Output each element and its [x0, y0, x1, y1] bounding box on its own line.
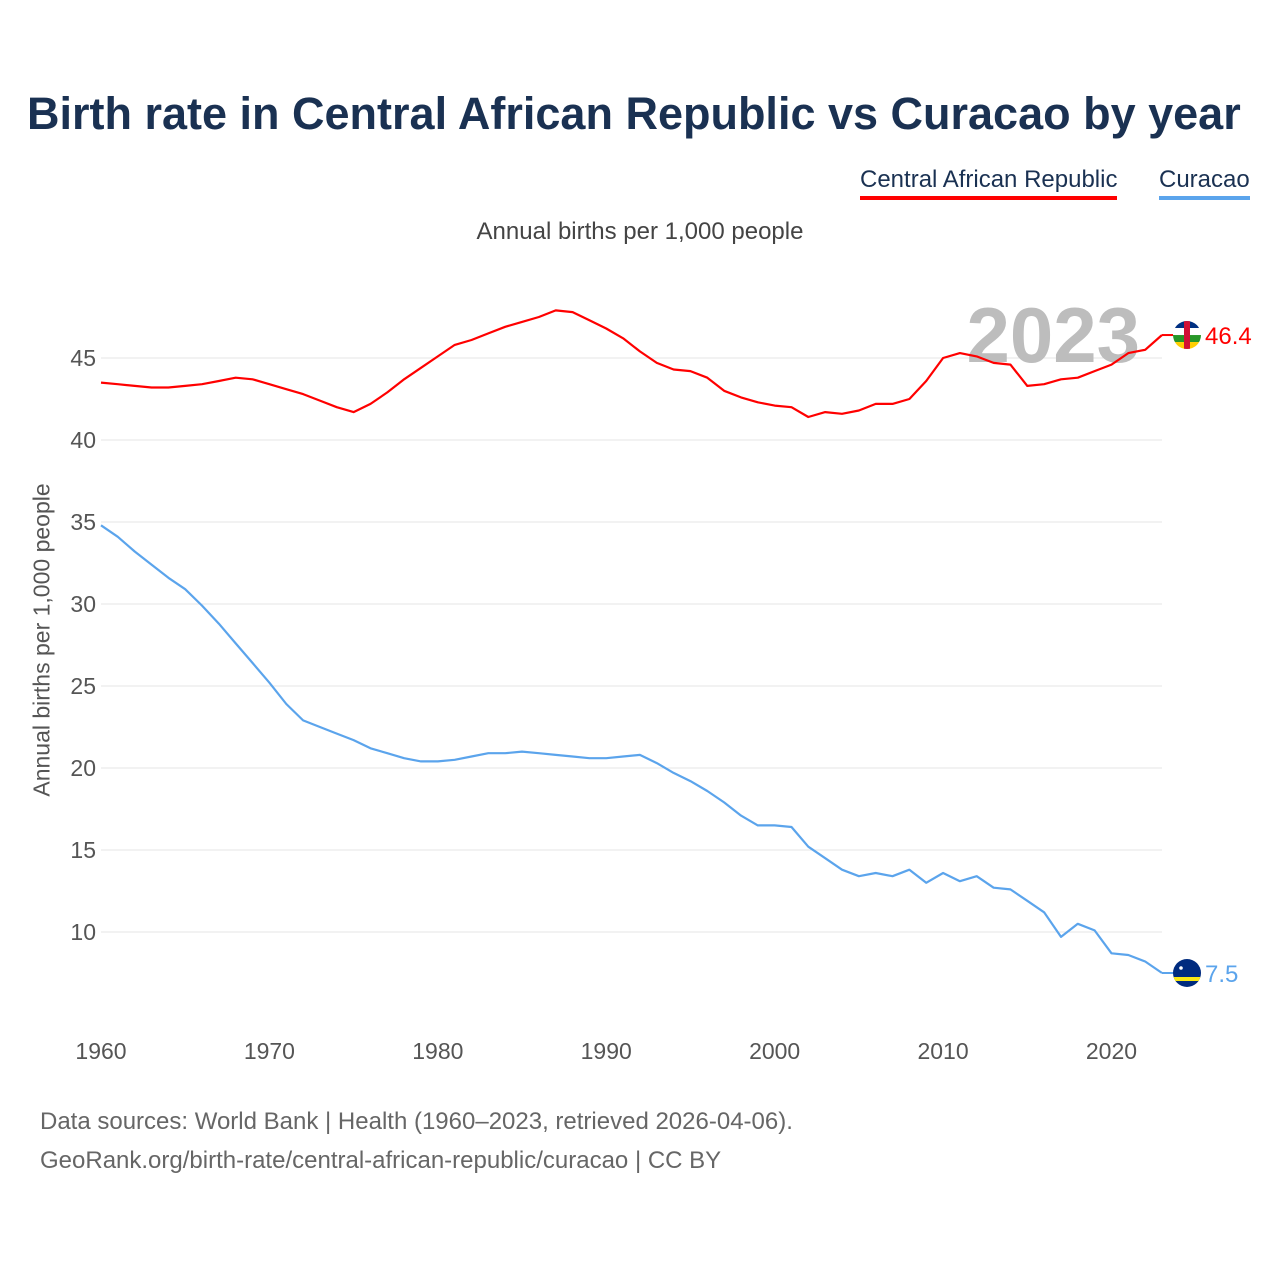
x-tick-label: 2000: [749, 1038, 800, 1064]
x-tick-label: 2010: [917, 1038, 968, 1064]
x-tick-label: 1970: [244, 1038, 295, 1064]
flag-body: [1173, 321, 1201, 350]
year-watermark: 2023: [966, 291, 1140, 379]
y-tick-label: 45: [70, 345, 96, 371]
x-tick-label: 1960: [75, 1038, 126, 1064]
x-tick-label: 1990: [581, 1038, 632, 1064]
flag-field: [1173, 959, 1201, 987]
chart-subtitle: Annual births per 1,000 people: [476, 218, 804, 245]
source-url: GeoRank.org/birth-rate/central-african-r…: [40, 1147, 722, 1174]
flag-body: [1173, 959, 1201, 987]
curacao-flag-icon: [1173, 959, 1201, 987]
source-note: Data sources: World Bank | Health (1960–…: [40, 1108, 793, 1135]
x-tick-label: 2020: [1086, 1038, 1137, 1064]
flag-star: [1179, 966, 1183, 970]
legend-curacao[interactable]: Curacao: [1159, 166, 1250, 200]
y-tick-label: 35: [70, 509, 96, 535]
series-line-curacao: [100, 524, 1163, 974]
flag-stripe: [1173, 977, 1201, 981]
y-tick-label: 40: [70, 427, 96, 453]
end-value-label: 7.5: [1205, 961, 1238, 988]
y-tick-label: 25: [70, 673, 96, 699]
y-tick-label: 10: [70, 919, 96, 945]
legend-central-african-republic[interactable]: Central African Republic: [860, 166, 1118, 200]
y-tick-label: 15: [70, 837, 96, 863]
y-tick-label: 20: [70, 755, 96, 781]
central-african-republic-flag-icon: [1173, 321, 1201, 350]
series-line-central-african-republic: [100, 309, 1163, 419]
end-value-label: 46.4: [1205, 323, 1252, 350]
flag-stripe: [1184, 321, 1190, 350]
x-tick-label: 1980: [412, 1038, 463, 1064]
chart-title: Birth rate in Central African Republic v…: [27, 88, 1241, 139]
y-tick-label: 30: [70, 591, 96, 617]
